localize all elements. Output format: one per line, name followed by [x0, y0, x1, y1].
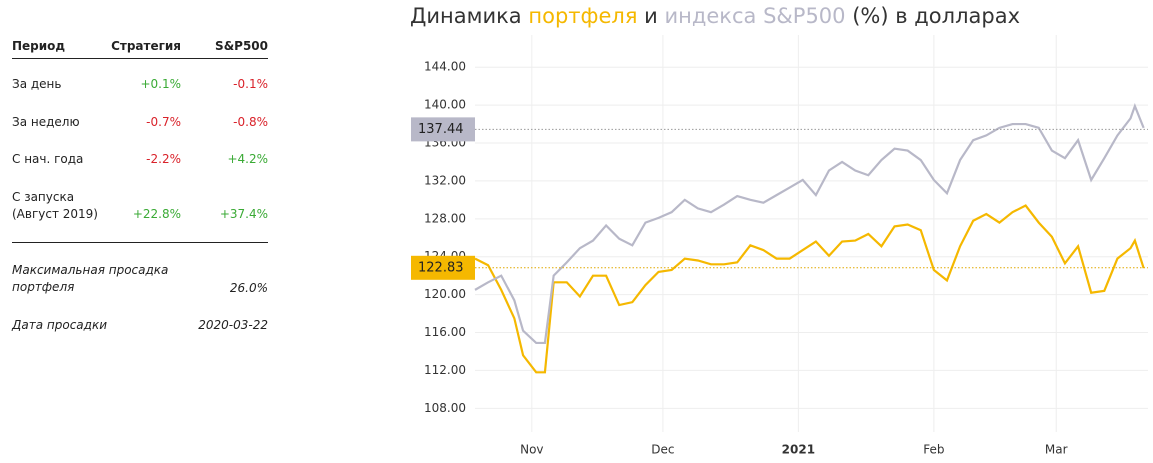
period-cell: С нач. года: [12, 152, 84, 166]
value-cell: -0.7%: [146, 115, 181, 129]
value-cell: -2.2%: [146, 152, 181, 166]
header-cell: S&P500: [215, 39, 268, 53]
title-part: индекса S&P500: [664, 4, 846, 28]
value-cell: +22.8%: [132, 207, 181, 221]
value-cell: -0.8%: [233, 115, 268, 129]
value-cell: +0.1%: [140, 77, 181, 91]
y-tick-label: 128.00: [424, 211, 466, 225]
x-tick-label: 2021: [782, 443, 815, 457]
y-tick-label: 112.00: [424, 363, 466, 377]
drawdown-label: Максимальная просадка портфеля: [12, 263, 169, 294]
reference-label: 137.44: [418, 122, 464, 137]
reference-label: 122.83: [418, 260, 464, 275]
separator: [12, 58, 268, 59]
title-part: портфеля: [528, 4, 638, 28]
value-cell: +4.2%: [227, 152, 268, 166]
chart-title: Динамика портфеля и индекса S&P500 (%) в…: [0, 4, 1153, 28]
header-cell: Стратегия: [111, 39, 181, 53]
y-tick-label: 120.00: [424, 287, 466, 301]
y-tick-label: 108.00: [424, 401, 466, 415]
title-part: (%) в долларах: [852, 4, 1020, 28]
x-tick-label: Dec: [651, 443, 674, 457]
period-cell: За неделю: [12, 115, 80, 129]
reference-label-box: [411, 255, 475, 280]
y-tick-label: 116.00: [424, 325, 466, 339]
period-cell: За день: [12, 77, 62, 91]
separator: [12, 242, 268, 243]
reference-label-box: [411, 117, 475, 142]
drawdown-date-label: Дата просадки: [12, 318, 107, 332]
value-cell: +37.4%: [219, 207, 268, 221]
series-line: [474, 102, 1145, 345]
series-line: [474, 204, 1145, 374]
period-cell: С запуска (Август 2019): [12, 190, 98, 221]
y-tick-label: 132.00: [424, 173, 466, 187]
x-tick-label: Mar: [1045, 443, 1068, 457]
title-part: Динамика: [409, 4, 522, 28]
x-tick-label: Nov: [520, 443, 543, 457]
header-cell: Период: [12, 39, 66, 53]
drawdown-value: 26.0%: [229, 281, 268, 295]
title-part: и: [644, 4, 658, 28]
value-cell: -0.1%: [233, 77, 268, 91]
drawdown-date-value: 2020-03-22: [198, 318, 268, 332]
x-tick-label: Feb: [923, 443, 944, 457]
y-tick-label: 140.00: [424, 98, 466, 112]
y-tick-label: 144.00: [424, 60, 466, 74]
